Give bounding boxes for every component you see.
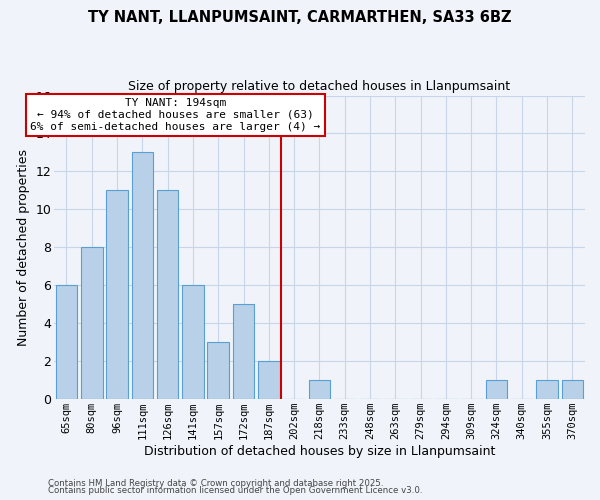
Text: Contains public sector information licensed under the Open Government Licence v3: Contains public sector information licen… [48,486,422,495]
Text: TY NANT, LLANPUMSAINT, CARMARTHEN, SA33 6BZ: TY NANT, LLANPUMSAINT, CARMARTHEN, SA33 … [88,10,512,25]
Bar [131,152,153,398]
Bar [486,380,507,398]
Bar [233,304,254,398]
Bar [308,380,330,398]
Bar [106,190,128,398]
Bar [157,190,178,398]
Y-axis label: Number of detached properties: Number of detached properties [17,148,29,346]
Text: TY NANT: 194sqm
← 94% of detached houses are smaller (63)
6% of semi-detached ho: TY NANT: 194sqm ← 94% of detached houses… [30,98,320,132]
Bar [536,380,558,398]
X-axis label: Distribution of detached houses by size in Llanpumsaint: Distribution of detached houses by size … [144,444,495,458]
Bar [182,285,204,399]
Bar [56,285,77,399]
Bar [562,380,583,398]
Text: Contains HM Land Registry data © Crown copyright and database right 2025.: Contains HM Land Registry data © Crown c… [48,478,383,488]
Title: Size of property relative to detached houses in Llanpumsaint: Size of property relative to detached ho… [128,80,511,93]
Bar [81,247,103,398]
Bar [208,342,229,398]
Bar [258,361,280,399]
